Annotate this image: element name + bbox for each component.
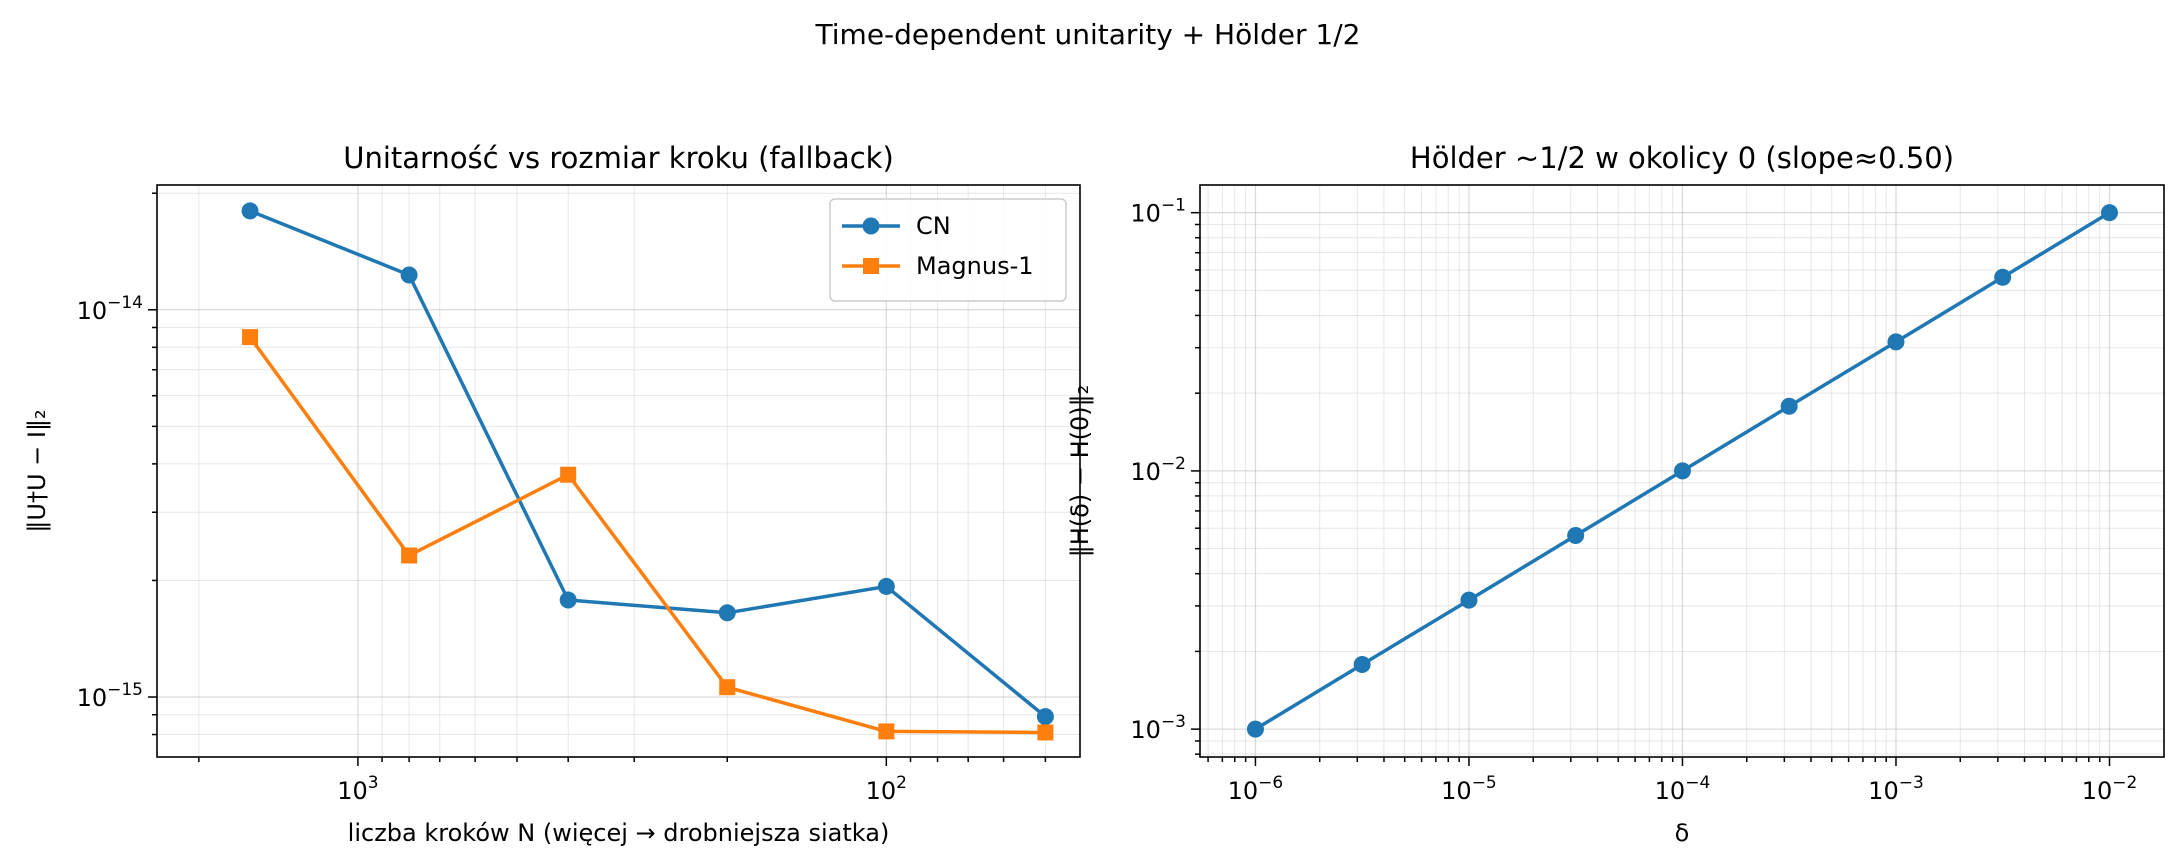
- chart-title: Unitarność vs rozmiar kroku (fallback): [343, 141, 894, 175]
- data-point: [1887, 333, 1905, 351]
- data-point: [1567, 527, 1585, 545]
- y-axis-label: ‖U†U − I‖₂: [23, 409, 51, 532]
- x-tick-label: 10−3: [1868, 773, 1924, 805]
- x-axis-label: δ: [1675, 819, 1690, 847]
- y-axis-label: ‖H(δ) − H(0)‖₂: [1066, 385, 1094, 558]
- legend-marker: [863, 258, 879, 274]
- data-point: [560, 466, 577, 483]
- data-point: [241, 202, 259, 220]
- data-point: [1994, 268, 2012, 286]
- data-point: [1673, 462, 1691, 480]
- x-tick-label: 102: [866, 773, 907, 805]
- data-point: [242, 329, 259, 346]
- x-tick-label: 103: [337, 773, 378, 805]
- data-point: [559, 591, 577, 609]
- data-point: [1036, 708, 1054, 726]
- y-tick-label: 10−1: [1130, 196, 1186, 228]
- data-point: [719, 679, 736, 696]
- series-0: [1246, 204, 2118, 738]
- data-point: [1780, 397, 1798, 415]
- holder-chart: 10−6 10−5 10−4 10−3 10−2 10−1 10−2 10−3 Hölder ~…: [1066, 141, 2165, 847]
- y-tick-label: 10−3: [1130, 712, 1186, 744]
- figure-suptitle: Time-dependent unitarity + Hölder 1/2: [815, 18, 1361, 51]
- series-magnus-1: [242, 329, 1054, 741]
- x-tick-label: 10−5: [1441, 773, 1497, 805]
- y-tick-label: 10−14: [77, 293, 143, 325]
- unitarity-chart: 103 102 10−14 10−15 Unitarność vs rozmiar kr…: [23, 141, 1081, 847]
- data-point: [718, 604, 736, 622]
- axes-frame: [156, 184, 1081, 758]
- data-point: [1353, 655, 1371, 673]
- data-point: [877, 577, 895, 595]
- data-point: [878, 723, 895, 740]
- legend: CN Magnus-1: [829, 198, 1067, 302]
- x-tick-label: 10−6: [1228, 773, 1284, 805]
- chart-title: Hölder ~1/2 w okolicy 0 (slope≈0.50): [1410, 141, 1954, 175]
- data-point: [1037, 724, 1054, 741]
- x-tick-label: 10−4: [1655, 773, 1711, 805]
- legend-label: Magnus-1: [916, 252, 1034, 280]
- data-point: [2100, 204, 2118, 222]
- data-point: [1246, 720, 1264, 738]
- series-line: [249, 209, 1047, 718]
- legend-label: CN: [916, 212, 951, 240]
- data-point: [400, 266, 418, 284]
- series-line: [248, 336, 1046, 735]
- y-tick-label: 10−2: [1130, 454, 1186, 486]
- x-tick-label: 10−2: [2082, 773, 2138, 805]
- axes-frame: [1199, 184, 2165, 758]
- gridlines: [1200, 185, 2164, 757]
- x-axis-label: liczba kroków N (więcej → drobniejsza si…: [348, 819, 890, 847]
- data-point: [401, 547, 418, 564]
- legend-marker: [862, 217, 880, 235]
- series-cn: [241, 202, 1054, 726]
- y-tick-label: 10−15: [77, 680, 143, 712]
- data-point: [1460, 591, 1478, 609]
